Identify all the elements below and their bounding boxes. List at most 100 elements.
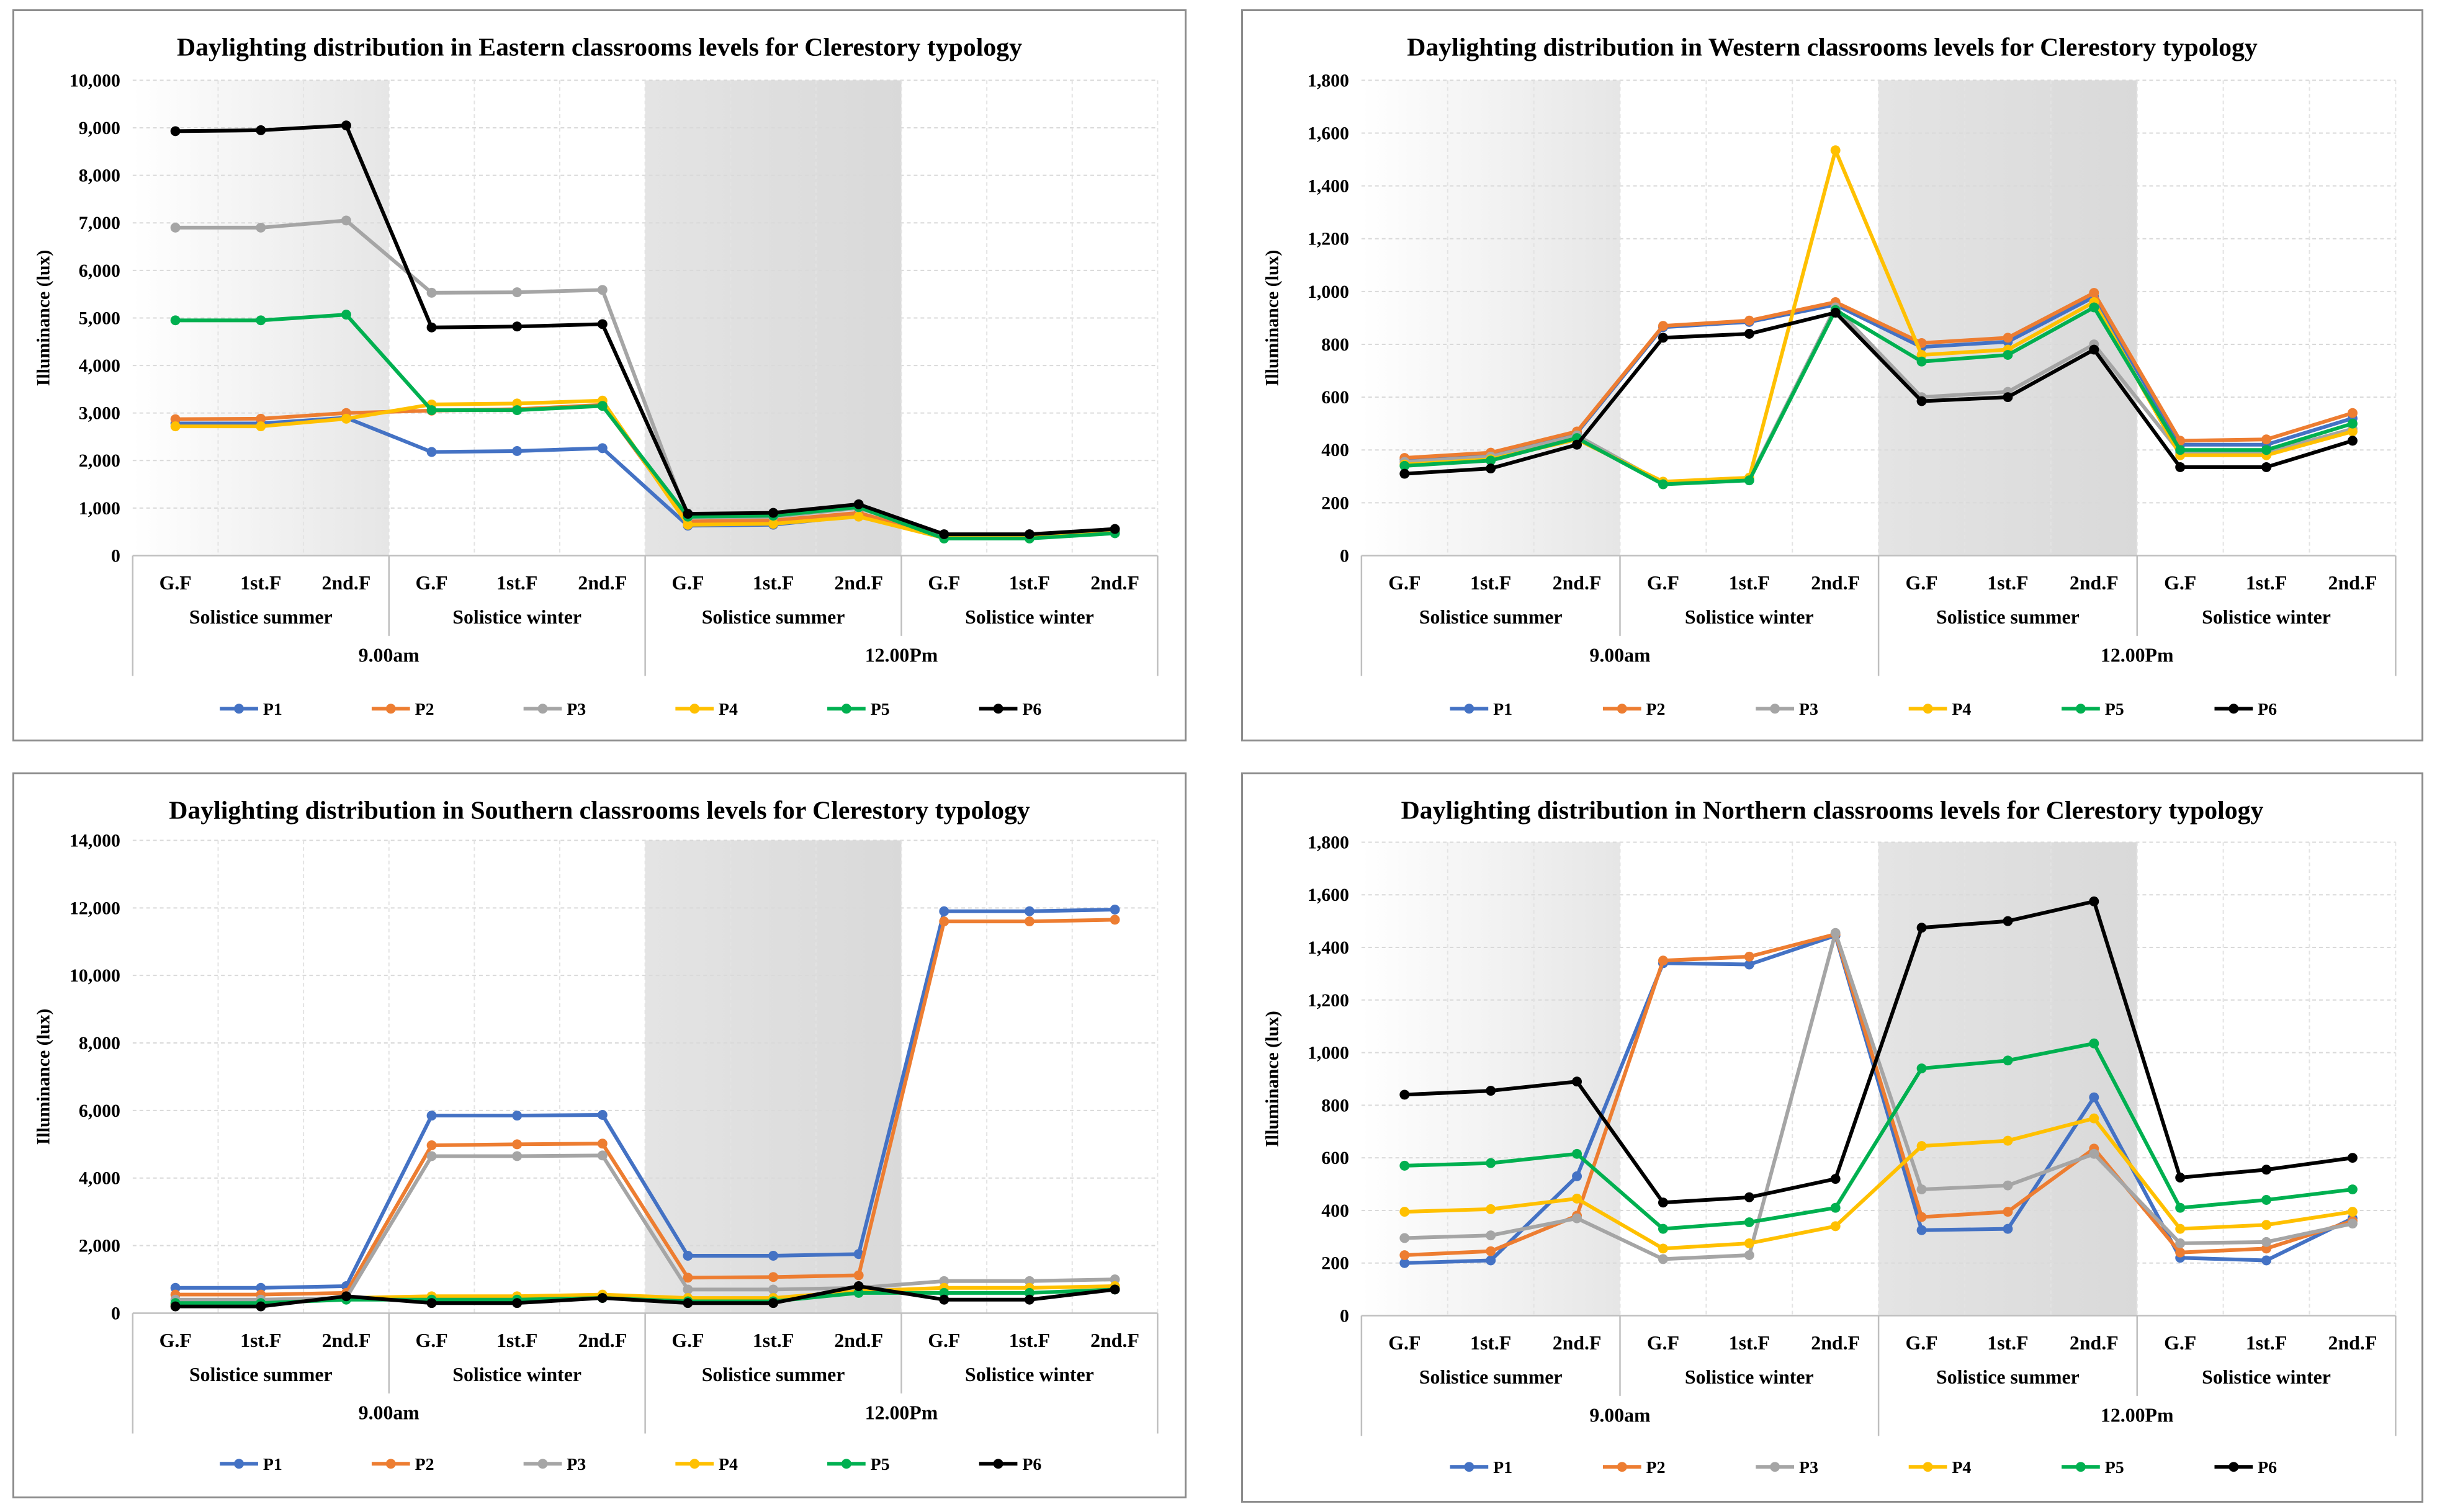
y-tick-label: 600 (1321, 1148, 1349, 1168)
data-point-p5 (341, 310, 351, 320)
legend-marker (841, 704, 851, 714)
data-point-p6 (1486, 463, 1496, 474)
x-category-label: G.F (928, 1330, 960, 1351)
season-shading (1361, 80, 1620, 556)
series-line-p4 (1403, 1116, 2354, 1251)
legend-marker (993, 704, 1003, 714)
legend-item-p3: P3 (1756, 700, 1818, 719)
data-point-p6 (2175, 462, 2186, 472)
data-point-p3 (597, 285, 608, 295)
y-axis-label: Illuminance (lux) (34, 250, 54, 387)
x-category-label: 1st.F (753, 572, 794, 594)
data-point-p2 (2003, 333, 2013, 343)
legend-item-p1: P1 (1450, 700, 1512, 719)
legend-marker (689, 1459, 700, 1469)
data-point-p5 (1572, 1148, 1582, 1159)
x-category-label: 1st.F (2246, 1332, 2287, 1354)
data-point-p5 (2261, 445, 2272, 455)
x-category-label: 2nd.F (322, 572, 371, 594)
series-line-p3 (1403, 931, 2354, 1261)
chart-eastern: Daylighting distribution in Eastern clas… (34, 34, 1159, 719)
data-point-p6 (2175, 1173, 2186, 1183)
data-point-p2 (1744, 315, 1754, 326)
y-tick-label: 3,000 (79, 403, 120, 424)
data-point-p2 (170, 414, 181, 424)
legend-label: P3 (567, 700, 586, 719)
y-axis-label: Illuminance (lux) (1262, 250, 1283, 387)
y-tick-label: 1,800 (1308, 832, 1349, 852)
data-point-p6 (1110, 524, 1120, 534)
data-point-p4 (2261, 1220, 2271, 1230)
y-tick-label: 1,400 (1308, 176, 1349, 197)
legend-label: P2 (1646, 1458, 1666, 1477)
data-point-p3 (1572, 1213, 1582, 1223)
chart-eastern-panel: Daylighting distribution in Eastern clas… (12, 9, 1187, 741)
chart-title: Daylighting distribution in Eastern clas… (177, 34, 1022, 62)
legend-item-p6: P6 (2214, 700, 2277, 719)
legend-label: P6 (1022, 700, 1041, 719)
data-point-p3 (170, 222, 181, 233)
season-label: Solistice winter (452, 1364, 581, 1385)
data-point-p3 (1024, 1276, 1034, 1286)
x-category-label: G.F (1388, 572, 1420, 594)
data-point-p6 (1486, 1086, 1496, 1096)
data-point-p3 (683, 1284, 693, 1295)
y-tick-label: 10,000 (70, 70, 120, 91)
data-point-p6 (2089, 344, 2099, 355)
legend-marker (234, 1459, 245, 1469)
x-category-label: 1st.F (496, 1330, 537, 1351)
y-tick-label: 5,000 (79, 308, 120, 328)
legend-marker (689, 704, 700, 714)
chart-northern: Daylighting distribution in Northern cla… (1262, 797, 2397, 1477)
time-label: 9.00am (359, 645, 420, 666)
y-tick-label: 800 (1321, 1095, 1349, 1116)
data-point-p2 (1399, 1250, 1410, 1260)
x-category-label: 1st.F (1987, 572, 2028, 594)
data-point-p3 (512, 1151, 523, 1161)
legend-label: P4 (1952, 700, 1971, 719)
chart-southern-panel: Daylighting distribution in Southern cla… (12, 772, 1187, 1498)
series-line-p6 (1403, 310, 2354, 476)
series-line-p2 (173, 918, 1117, 1297)
legend-label: P5 (2105, 1458, 2124, 1477)
x-category-label: G.F (1647, 572, 1679, 594)
data-point-p5 (1486, 455, 1496, 466)
x-category-label: 2nd.F (578, 1330, 627, 1351)
x-category-label: 1st.F (240, 572, 281, 594)
data-point-p3 (1110, 1274, 1120, 1285)
series-line-p2 (1403, 291, 2354, 460)
legend-item-p1: P1 (220, 1455, 282, 1474)
data-point-p4 (1572, 1193, 1582, 1204)
series-line-p5 (1403, 1041, 2354, 1231)
x-category-label: G.F (2164, 572, 2196, 594)
data-point-p3 (426, 1151, 437, 1161)
data-point-p6 (426, 322, 437, 333)
x-category-label: 2nd.F (2070, 572, 2119, 594)
x-category-label: 2nd.F (1811, 572, 1860, 594)
x-category-label: G.F (415, 572, 447, 594)
x-category-label: 1st.F (2246, 572, 2287, 594)
data-point-p4 (1830, 1221, 1841, 1232)
legend-marker (385, 1459, 396, 1469)
data-point-p5 (2175, 445, 2186, 455)
x-category-label: 2nd.F (1553, 572, 1602, 594)
data-point-p6 (426, 1298, 437, 1308)
legend-label: P4 (719, 700, 738, 719)
x-category-label: G.F (1388, 1332, 1420, 1354)
legend-marker (1770, 1462, 1780, 1472)
x-category-label: 1st.F (1729, 572, 1770, 594)
data-point-p5 (853, 1287, 864, 1298)
y-tick-label: 4,000 (79, 1168, 120, 1189)
data-point-p1 (2261, 1255, 2271, 1266)
legend-label: P2 (415, 1455, 434, 1474)
season-label: Solistice summer (1419, 606, 1563, 628)
y-tick-label: 8,000 (79, 1033, 120, 1053)
legend-label: P6 (2258, 700, 2277, 719)
data-point-p2 (683, 1273, 693, 1283)
data-point-p2 (2347, 408, 2358, 418)
data-point-p1 (426, 447, 437, 457)
x-category-label: G.F (159, 572, 192, 594)
legend-marker (1770, 704, 1780, 714)
y-tick-label: 8,000 (79, 166, 120, 186)
y-tick-label: 1,000 (79, 498, 120, 519)
